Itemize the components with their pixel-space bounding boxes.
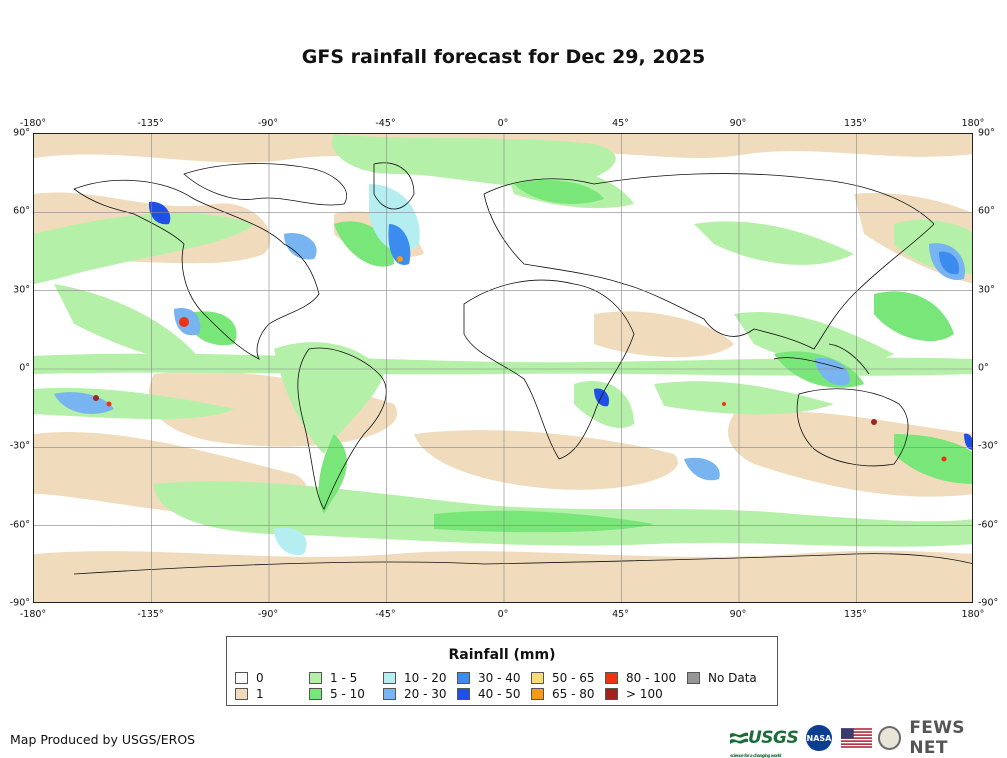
fews-net-logo: FEWS NET (909, 718, 965, 758)
rain-class-heavy (93, 256, 947, 462)
longitude-label-bot: -135° (137, 609, 164, 620)
usgs-wave-icon (730, 732, 748, 744)
legend-label: 65 - 80 (552, 687, 595, 701)
legend-label: 1 (256, 687, 264, 701)
legend-label: 50 - 65 (552, 671, 595, 685)
legend-item: 80 - 100 (605, 671, 676, 685)
legend-swatch (309, 688, 322, 700)
longitude-label-bot: 180° (961, 609, 985, 620)
legend-label: 40 - 50 (478, 687, 521, 701)
nasa-logo: NASA (806, 725, 832, 751)
longitude-label-bot: 90° (729, 609, 747, 620)
latitude-label-right: 30° (978, 284, 995, 296)
latitude-label-left: 90° (13, 127, 30, 139)
legend-swatch (531, 672, 544, 684)
legend: Rainfall (mm) 0 1 1 - 5 5 - 10 10 - 20 20 - 3… (226, 636, 778, 706)
state-department-seal-icon (877, 726, 902, 750)
usgs-logo-text: USGS (748, 728, 799, 748)
legend-item: 1 - 5 (309, 671, 357, 685)
legend-label: 30 - 40 (478, 671, 521, 685)
partner-logos: USGS science for a changing world NASA F… (730, 718, 1007, 758)
map-frame (33, 133, 973, 603)
latitude-label-left: -90° (9, 597, 30, 609)
longitude-label-top: 135° (844, 118, 867, 129)
latitude-label-right: 90° (978, 127, 995, 139)
legend-swatch (605, 672, 618, 684)
legend-swatch (457, 688, 470, 700)
longitude-label-bot: -90° (257, 609, 279, 620)
longitude-label-bot: -45° (375, 609, 396, 620)
legend-item: > 100 (605, 687, 663, 701)
latitude-label-left: -60° (9, 519, 30, 531)
legend-item: No Data (687, 671, 757, 685)
continent-outlines (73, 162, 972, 575)
legend-label: 20 - 30 (404, 687, 447, 701)
longitude-label-bot: -180° (19, 609, 47, 620)
usgs-logo: USGS science for a changing world (730, 728, 799, 758)
legend-item: 20 - 30 (383, 687, 447, 701)
latitude-label-right: -30° (978, 440, 999, 452)
latitude-label-left: 0° (19, 362, 30, 374)
longitude-label-top: 45° (612, 118, 629, 129)
latitude-label-right: 60° (978, 205, 995, 217)
legend-swatch (383, 688, 396, 700)
latitude-label-left: 30° (13, 284, 30, 296)
legend-item: 5 - 10 (309, 687, 365, 701)
usgs-tagline: science for a changing world (730, 753, 781, 758)
latitude-label-right: -90° (978, 597, 999, 609)
longitude-label-top: -45° (375, 118, 396, 129)
legend-label: 0 (256, 671, 264, 685)
us-flag-icon (840, 728, 872, 748)
rain-class-1-5mm (34, 134, 972, 547)
longitude-label-bot: 135° (844, 609, 867, 620)
longitude-label-top: -135° (137, 118, 164, 129)
legend-label: 10 - 20 (404, 671, 447, 685)
longitude-label-top: -90° (257, 118, 279, 129)
legend-item: 50 - 65 (531, 671, 595, 685)
map-title: GFS rainfall forecast for Dec 29, 2025 (301, 46, 706, 68)
legend-item: 65 - 80 (531, 687, 595, 701)
legend-item: 10 - 20 (383, 671, 447, 685)
legend-item: 30 - 40 (457, 671, 521, 685)
longitude-label-bot: 45° (612, 609, 629, 620)
legend-swatch (235, 672, 248, 684)
latitude-label-right: -60° (978, 519, 999, 531)
legend-label: 1 - 5 (330, 671, 358, 685)
longitude-label-top: -180° (19, 118, 47, 129)
longitude-label-top: 0° (497, 118, 509, 129)
legend-label: 80 - 100 (626, 671, 677, 685)
legend-item: 1 (235, 687, 264, 701)
latitude-label-left: -30° (9, 440, 30, 452)
legend-swatch (687, 672, 700, 684)
legend-swatch (309, 672, 322, 684)
rain-class-10-30mm (54, 184, 972, 556)
legend-swatch (235, 688, 248, 700)
rainfall-map (34, 134, 972, 602)
legend-swatch (457, 672, 470, 684)
legend-item: 40 - 50 (457, 687, 521, 701)
legend-swatch (531, 688, 544, 700)
longitude-label-top: 180° (961, 118, 985, 129)
legend-label: No Data (708, 671, 757, 685)
legend-label: 5 - 10 (330, 687, 365, 701)
latitude-label-left: 60° (13, 205, 30, 217)
longitude-label-bot: 0° (497, 609, 509, 620)
legend-title: Rainfall (mm) (448, 647, 556, 663)
longitude-label-top: 90° (729, 118, 747, 129)
rain-class-5-10mm (184, 179, 972, 533)
graticule (34, 134, 972, 602)
legend-item: 0 (235, 671, 264, 685)
legend-swatch (605, 688, 618, 700)
credit-text: Map Produced by USGS/EROS (10, 732, 196, 747)
latitude-label-right: 0° (978, 362, 989, 374)
legend-swatch (383, 672, 396, 684)
legend-label: > 100 (626, 687, 663, 701)
